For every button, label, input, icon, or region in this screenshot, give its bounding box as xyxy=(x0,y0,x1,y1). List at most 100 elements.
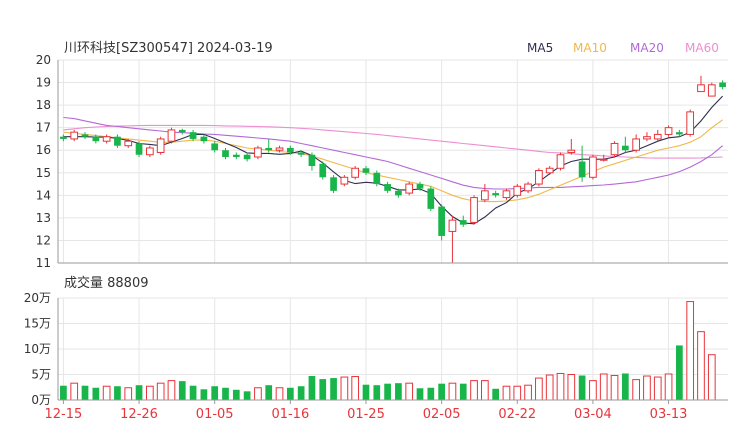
candle-body xyxy=(200,136,208,142)
volume-bar-up xyxy=(632,379,640,401)
price-tick-label: 20 xyxy=(36,53,51,67)
volume-bar-up xyxy=(535,377,543,401)
volume-bar-down xyxy=(676,345,683,400)
candle-body xyxy=(189,132,197,139)
volume-bar-up xyxy=(686,301,695,401)
volume-bar-up xyxy=(167,380,176,401)
candle-body xyxy=(178,129,186,133)
volume-bar-down xyxy=(427,387,435,400)
candle-down xyxy=(319,161,327,180)
candle-down xyxy=(384,181,391,194)
candle-body xyxy=(719,82,726,88)
candle-down xyxy=(438,204,445,241)
candle-up xyxy=(351,166,360,180)
candle-up xyxy=(124,138,133,148)
volume-tick-label: 20万 xyxy=(24,291,51,305)
volume-bar-up xyxy=(124,387,133,401)
volume-tick-label: 0万 xyxy=(31,393,51,407)
candle-body xyxy=(502,190,511,199)
candles xyxy=(60,75,726,263)
candle-body xyxy=(632,138,640,151)
candle-body xyxy=(156,138,165,153)
volume-grid: 0万 5万 10万 15万 20万 xyxy=(24,291,728,407)
volume-tick-label: 5万 xyxy=(31,368,51,382)
price-tick-label: 18 xyxy=(36,98,51,112)
candle-body xyxy=(416,184,424,189)
volume-bar-up xyxy=(275,387,284,401)
candle-body xyxy=(308,154,316,167)
candle-body xyxy=(60,136,67,139)
volume-bar-down xyxy=(373,385,381,400)
candle-up xyxy=(448,215,457,263)
candle-up xyxy=(556,152,565,171)
volume-bar-down xyxy=(395,383,402,400)
volume-bar-down xyxy=(265,385,273,400)
x-tick-label: 12-15 xyxy=(45,407,83,422)
candle-body xyxy=(351,167,360,178)
ma5-line xyxy=(63,95,723,225)
candle-body xyxy=(676,132,683,135)
candle-body xyxy=(330,177,337,191)
price-tick-label: 17 xyxy=(36,121,51,135)
candle-up xyxy=(643,132,651,142)
candle-down xyxy=(416,181,424,191)
volume-bar-up xyxy=(589,380,597,401)
candle-body xyxy=(124,140,133,147)
candle-up xyxy=(524,181,532,194)
volume-bar-up xyxy=(481,380,489,401)
candle-up xyxy=(481,184,489,203)
volume-bar-down xyxy=(222,387,229,400)
candle-up xyxy=(167,127,176,144)
volume-bar-down xyxy=(319,379,327,400)
candle-body xyxy=(556,154,565,169)
candle-body xyxy=(265,147,273,151)
candle-body xyxy=(167,129,176,142)
volume-bar-down xyxy=(189,385,197,400)
candle-body xyxy=(92,136,100,142)
volume-bar-up xyxy=(351,376,360,401)
candle-down xyxy=(719,80,726,90)
candle-up xyxy=(470,195,478,225)
candle-up xyxy=(275,145,284,153)
volume-bar-down xyxy=(178,381,186,400)
ma10-series xyxy=(63,119,723,203)
candle-body xyxy=(448,219,457,232)
candle-body xyxy=(438,206,445,236)
candle-body xyxy=(146,147,154,156)
candle-up xyxy=(664,125,673,137)
candle-down xyxy=(189,129,197,142)
volume-bar-up xyxy=(643,375,651,401)
candle-up xyxy=(102,134,111,144)
candle-body xyxy=(589,156,597,178)
candle-up xyxy=(545,166,554,176)
candle-body xyxy=(405,183,414,194)
candle-up xyxy=(535,168,543,187)
candle-down xyxy=(286,145,294,155)
candle-up xyxy=(686,109,695,137)
candle-body xyxy=(286,147,294,153)
legend: MA5 MA10 MA20 MA60 xyxy=(527,41,719,55)
candle-down xyxy=(200,134,208,144)
x-tick-label: 02-05 xyxy=(423,407,461,422)
x-tick-label: 01-16 xyxy=(271,407,309,422)
x-tick-label: 03-13 xyxy=(650,407,688,422)
candle-down xyxy=(222,147,229,160)
candle-body xyxy=(686,111,695,135)
candle-body xyxy=(102,136,111,142)
candle-body xyxy=(81,134,89,137)
price-tick-label: 15 xyxy=(36,166,51,180)
candle-up xyxy=(513,184,522,198)
candle-up xyxy=(589,154,597,180)
volume-bar-up xyxy=(697,331,705,401)
candle-body xyxy=(567,149,576,153)
ma60-line xyxy=(63,124,723,159)
ma60-series xyxy=(63,124,723,159)
volume-bar-up xyxy=(405,382,414,401)
volume-bar-down xyxy=(621,373,629,400)
volume-bar-down xyxy=(114,386,121,400)
candle-body xyxy=(535,170,543,185)
volume-title: 成交量 88809 xyxy=(64,275,149,291)
candle-body xyxy=(232,154,240,157)
candle-body xyxy=(395,190,402,196)
candle-body xyxy=(70,131,79,140)
